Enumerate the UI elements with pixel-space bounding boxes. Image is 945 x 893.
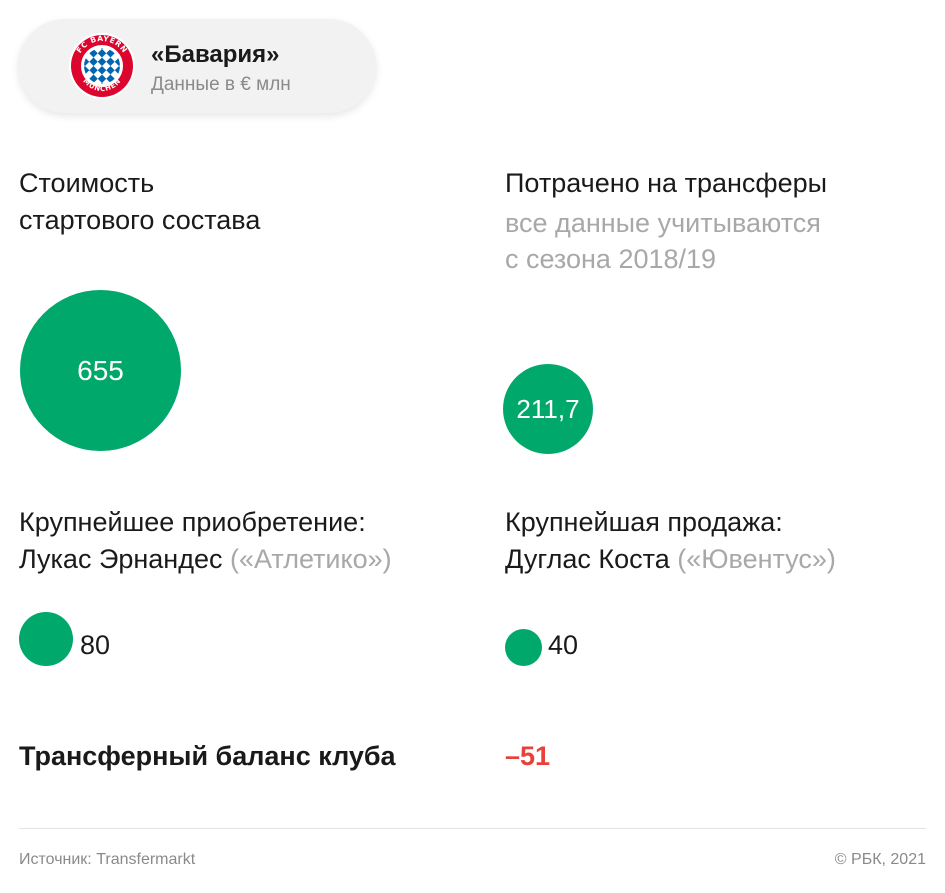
squad-value-bubble: 655: [20, 290, 181, 451]
biggest-sale-heading: Крупнейшая продажа:: [505, 507, 783, 537]
biggest-sale-player: Дуглас Коста: [505, 544, 670, 574]
squad-value-label: 655: [77, 354, 124, 386]
biggest-sale-value: 40: [548, 630, 579, 660]
transfer-balance-label: Трансферный баланс клуба: [19, 741, 396, 771]
biggest-purchase-player: Лукас Эрнандес: [19, 544, 223, 574]
transfers-spent-title: Потрачено на трансферы: [505, 168, 828, 198]
biggest-purchase-title: Крупнейшее приобретение: Лукас Эрнандес …: [19, 504, 392, 578]
units-subtitle: Данные в € млн: [151, 74, 291, 95]
transfers-spent-label: 211,7: [516, 393, 580, 424]
biggest-sale-title: Крупнейшая продажа: Дуглас Коста («Ювент…: [505, 504, 836, 578]
source-note: Источник: Transfermarkt: [19, 851, 196, 868]
transfers-spent-note-line2: с сезона 2018/19: [505, 244, 717, 274]
club-header-card: FC BAYERN MÜNCHEN «Бавария» Данные в € м…: [18, 19, 376, 113]
club-name: «Бавария»: [151, 41, 280, 68]
biggest-purchase-bubble: [19, 612, 73, 666]
copyright-note: © РБК, 2021: [834, 851, 926, 868]
biggest-purchase-player-line: Лукас Эрнандес («Атлетико»): [19, 541, 392, 578]
biggest-sale-club: («Ювентус»): [677, 544, 836, 574]
transfers-spent-bubble: 211,7: [503, 364, 593, 454]
footer-divider: [19, 828, 926, 829]
biggest-purchase-club: («Атлетико»): [230, 544, 392, 574]
transfer-balance-value: –51: [505, 741, 551, 771]
transfers-spent-note-line1: все данные учитываются: [505, 208, 821, 238]
biggest-purchase-value: 80: [80, 630, 111, 660]
transfers-spent-note: все данные учитываются с сезона 2018/19: [505, 205, 821, 277]
biggest-purchase-heading: Крупнейшее приобретение:: [19, 507, 366, 537]
squad-value-title-line2: стартового состава: [19, 205, 261, 235]
biggest-sale-bubble: [505, 629, 542, 666]
fc-bayern-logo: FC BAYERN MÜNCHEN: [69, 33, 135, 99]
squad-value-title-line1: Стоимость: [19, 168, 155, 198]
squad-value-title: Стоимость стартового состава: [19, 165, 260, 239]
biggest-sale-player-line: Дуглас Коста («Ювентус»): [505, 541, 836, 578]
